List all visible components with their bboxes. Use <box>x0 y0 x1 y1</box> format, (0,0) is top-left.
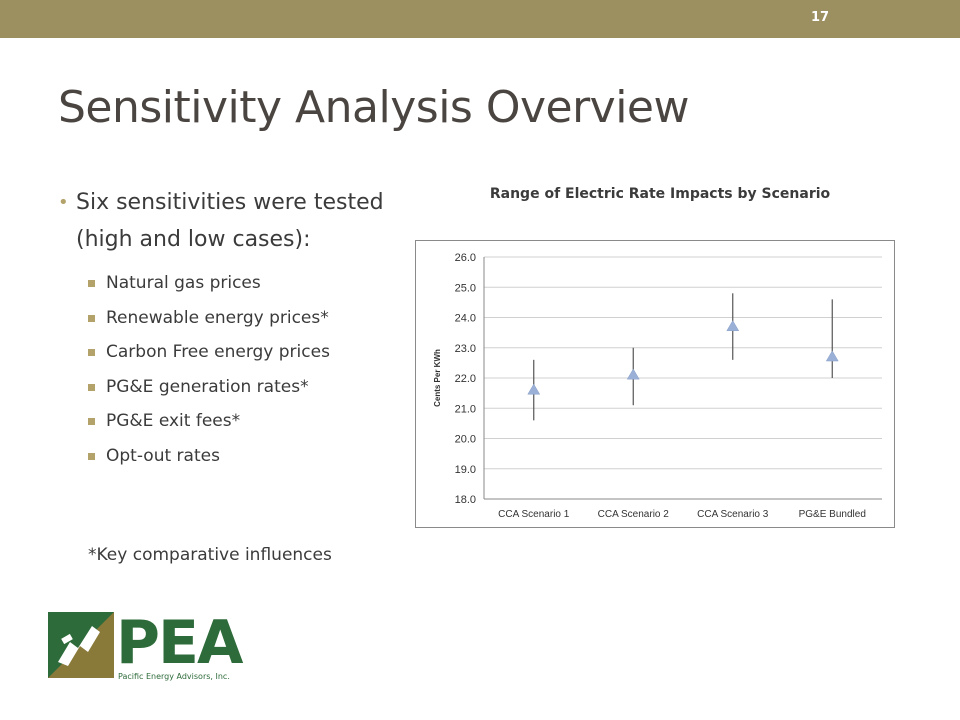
logo-wordmark: PEA <box>116 608 243 678</box>
sub-bullet-item: Carbon Free energy prices <box>88 335 388 370</box>
x-tick-label: PG&E Bundled <box>799 509 866 520</box>
logo-subtitle: Pacific Energy Advisors, Inc. <box>118 672 230 681</box>
square-bullet-icon <box>88 418 95 426</box>
main-bullet: • Six sensitivities were tested (high an… <box>58 184 388 258</box>
main-bullet-text: Six sensitivities were tested (high and … <box>76 190 384 252</box>
x-tick-label: CCA Scenario 2 <box>598 509 670 520</box>
top-bar: 17 <box>0 0 960 38</box>
pea-logo-icon <box>48 612 114 678</box>
bullet-dot-icon: • <box>58 192 69 213</box>
sub-bullet-item: PG&E exit fees* <box>88 404 388 439</box>
sub-bullet-text: Opt-out rates <box>106 445 220 466</box>
square-bullet-icon <box>88 452 95 460</box>
data-point <box>825 350 839 362</box>
chart-svg: 18.0 19.0 20.0 21.0 22.0 23.0 24.0 25.0 26.0 Cent… <box>433 252 882 520</box>
data-point <box>726 320 740 332</box>
x-tick-label: CCA Scenario 1 <box>498 509 570 520</box>
sub-bullet-text: PG&E generation rates* <box>106 376 309 397</box>
x-tick-label: CCA Scenario 3 <box>697 509 769 520</box>
y-tick-label: 19.0 <box>455 464 476 476</box>
y-tick-label: 18.0 <box>455 494 476 506</box>
y-tick-label: 25.0 <box>455 282 476 294</box>
pea-logo: PEA Pacific Energy Advisors, Inc. <box>48 608 243 685</box>
slide-title: Sensitivity Analysis Overview <box>58 82 689 133</box>
sub-bullet-item: PG&E generation rates* <box>88 370 388 405</box>
bullet-list: • Six sensitivities were tested (high an… <box>58 184 388 474</box>
y-axis-label: Cents Per KWh <box>433 349 442 407</box>
y-tick-label: 20.0 <box>455 434 476 446</box>
square-bullet-icon <box>88 383 95 391</box>
sub-bullet-text: Natural gas prices <box>106 273 261 293</box>
sub-bullet-item: Natural gas prices <box>88 266 388 301</box>
data-point <box>527 383 541 395</box>
sub-bullet-text: Carbon Free energy prices <box>106 342 330 363</box>
square-bullet-icon <box>88 280 95 287</box>
y-tick-label: 26.0 <box>455 252 476 264</box>
sub-bullet-item: Opt-out rates <box>88 439 388 474</box>
square-bullet-icon <box>88 349 95 357</box>
footnote: *Key comparative influences <box>88 545 332 565</box>
chart-area: 18.0 19.0 20.0 21.0 22.0 23.0 24.0 25.0 26.0 Cent… <box>415 240 895 528</box>
chart-title: Range of Electric Rate Impacts by Scenar… <box>489 186 831 202</box>
y-tick-label: 24.0 <box>455 313 476 325</box>
sub-bullet-item: Renewable energy prices* <box>88 301 388 336</box>
y-tick-label: 21.0 <box>455 403 476 415</box>
y-tick-label: 23.0 <box>455 343 476 355</box>
y-tick-label: 22.0 <box>455 373 476 385</box>
data-point <box>626 368 640 380</box>
sub-bullet-text: PG&E exit fees* <box>106 411 241 432</box>
square-bullet-icon <box>88 314 95 322</box>
slide-number: 17 <box>810 10 830 25</box>
sub-bullet-text: Renewable energy prices* <box>106 307 329 328</box>
sub-bullet-list: Natural gas prices Renewable energy pric… <box>88 266 388 474</box>
